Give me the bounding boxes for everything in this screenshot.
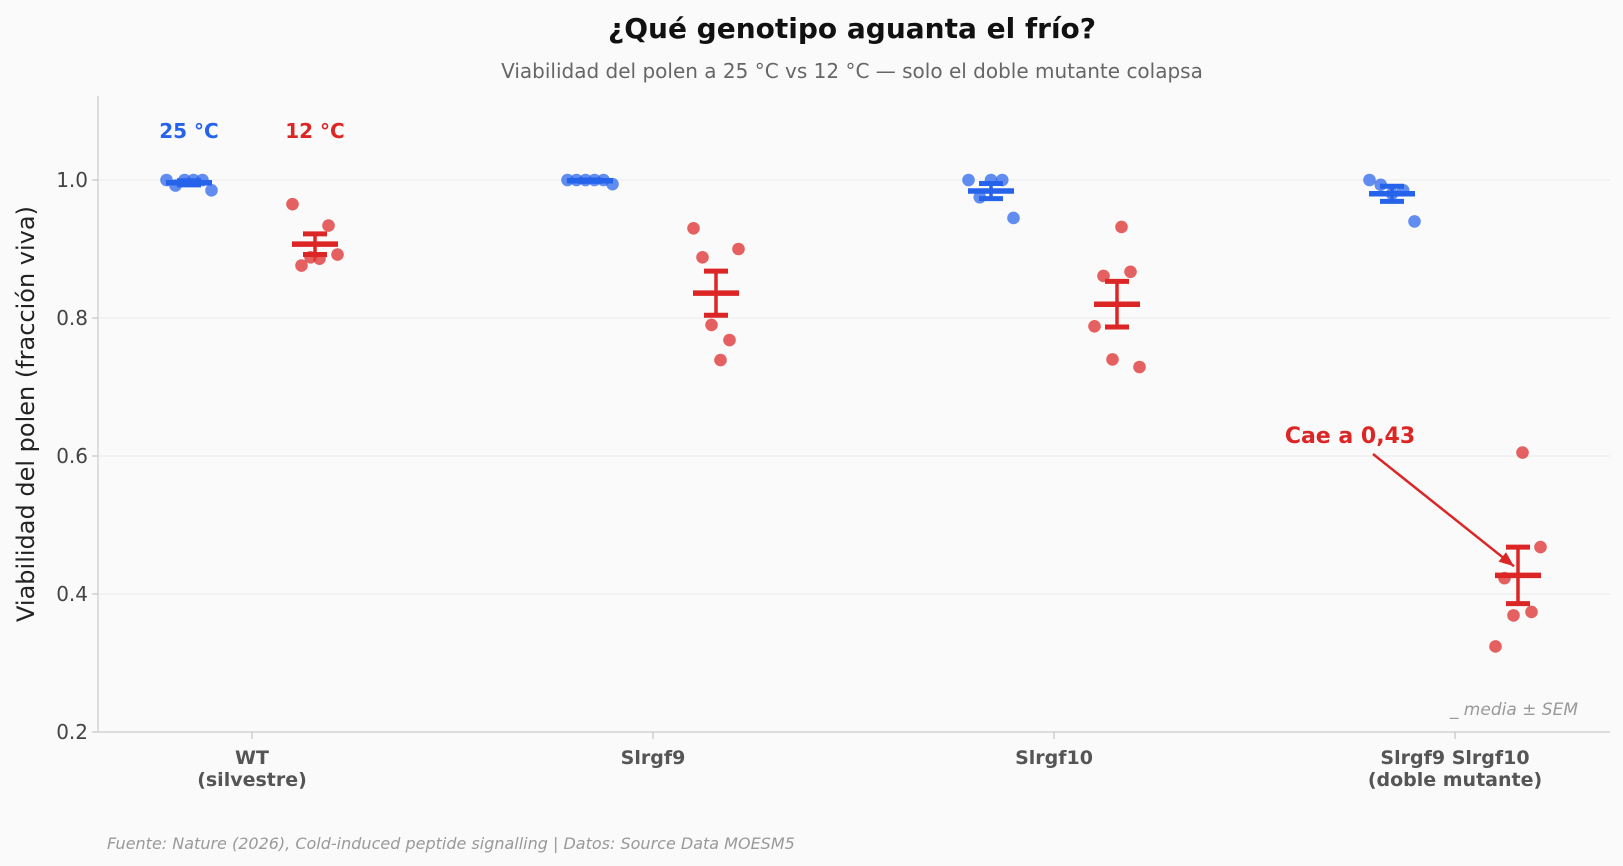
y-ticks: 0.2 0.4 0.6 0.8 1.0: [56, 168, 98, 744]
data-point: [1534, 540, 1547, 554]
data-point: [1363, 173, 1376, 187]
x-tick-label: Slrgf10: [1015, 747, 1093, 769]
y-tick-label: 0.6: [56, 444, 88, 468]
data-point: [1115, 220, 1128, 234]
data-point: [322, 219, 335, 232]
legend-item: 12 °C: [285, 119, 344, 143]
data-point: [1408, 215, 1421, 228]
data-point: [723, 333, 736, 347]
y-tick-label: 0.2: [56, 720, 88, 744]
chart-title: ¿Qué genotipo aguanta el frío?: [608, 12, 1096, 45]
data-point: [962, 173, 975, 187]
data-point: [1106, 353, 1119, 366]
data-point: [1489, 640, 1502, 653]
y-tick-label: 0.4: [56, 582, 88, 606]
data-marks: [160, 173, 1547, 653]
data-point: [1124, 265, 1137, 279]
chart-subtitle: Viabilidad del polen a 25 °C vs 12 °C — …: [501, 59, 1203, 83]
data-point: [295, 259, 308, 272]
data-point: [1088, 319, 1101, 333]
data-point: [732, 242, 745, 256]
x-tick-label-line2: (doble mutante): [1368, 769, 1542, 791]
x-tick-label: Slrgf9 Slrgf10: [1380, 747, 1529, 769]
x-tick-label-line2: (silvestre): [197, 769, 307, 791]
y-tick-label: 1.0: [56, 168, 88, 192]
legend-item: 25 °C: [159, 119, 218, 143]
data-point: [205, 184, 218, 197]
annotation-arrowhead: [1498, 552, 1514, 567]
data-point: [1525, 605, 1538, 619]
annotation: Cae a 0,43: [1285, 424, 1515, 568]
grid-lines: [98, 179, 1610, 595]
mean-sem-note: _ media ± SEM: [1449, 700, 1578, 720]
x-tick-label: WT: [235, 747, 269, 769]
annotation-text: Cae a 0,43: [1285, 424, 1415, 449]
data-point: [705, 318, 718, 332]
annotation-arrow: [1372, 453, 1515, 568]
data-point: [1007, 211, 1020, 225]
x-ticks: WT(silvestre) Slrgf9 Slrgf10 Slrgf9 Slrgf10…: [197, 732, 1542, 791]
data-point: [714, 353, 727, 367]
legend: 25 °C 12 °C: [159, 119, 344, 143]
mean-sem-note-text: media ± SEM: [1464, 700, 1579, 720]
data-point: [696, 250, 709, 264]
y-axis-label: Viabilidad del polen (fracción viva): [12, 206, 40, 622]
source-note: Fuente: Nature (2026), Cold-induced pept…: [107, 834, 795, 853]
data-point: [687, 222, 700, 235]
data-point: [286, 197, 299, 211]
y-tick-label: 0.8: [56, 306, 88, 330]
data-point: [1516, 446, 1529, 459]
data-point: [1507, 609, 1520, 622]
data-point: [1133, 360, 1146, 374]
data-point: [331, 248, 344, 261]
x-tick-label: Slrgf9: [621, 747, 686, 769]
